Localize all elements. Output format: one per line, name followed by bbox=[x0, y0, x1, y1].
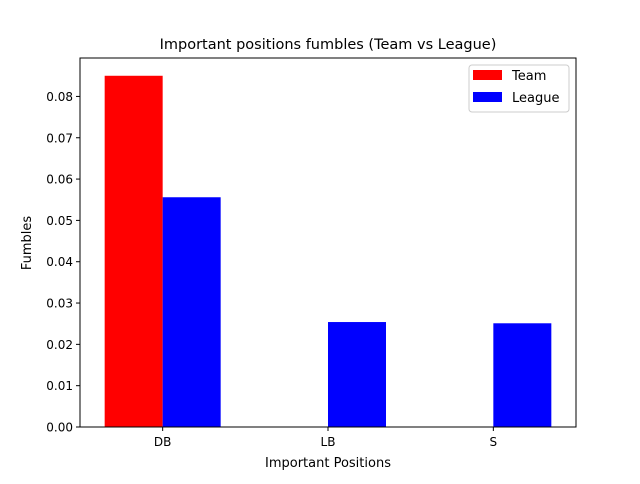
chart-title: Important positions fumbles (Team vs Lea… bbox=[160, 37, 497, 53]
legend-swatch-league bbox=[473, 92, 502, 102]
bar-team-db bbox=[104, 75, 163, 428]
x-tick-label: DB bbox=[154, 435, 171, 449]
y-tick-label: 0.02 bbox=[46, 338, 73, 352]
y-tick-label: 0.00 bbox=[46, 421, 73, 435]
y-tick-label: 0.07 bbox=[46, 131, 73, 145]
y-tick-label: 0.06 bbox=[46, 173, 73, 187]
y-tick-label: 0.08 bbox=[46, 90, 73, 104]
plot-area bbox=[104, 75, 552, 428]
y-tick-label: 0.05 bbox=[46, 214, 73, 228]
y-axis: 0.00 0.01 0.02 0.03 0.04 0.05 0.06 0.07 0.08 bbox=[46, 90, 80, 435]
bar-league-db bbox=[162, 197, 221, 427]
bar-league-lb bbox=[328, 322, 386, 427]
x-axis-label: Important Positions bbox=[265, 456, 391, 471]
legend-swatch-team bbox=[473, 70, 502, 80]
legend-label-team: Team bbox=[511, 69, 546, 84]
legend-label-league: League bbox=[512, 91, 559, 106]
legend: Team League bbox=[468, 64, 570, 113]
y-tick-label: 0.01 bbox=[46, 379, 73, 393]
x-axis: DB LB S bbox=[154, 427, 497, 449]
y-axis-label: Fumbles bbox=[20, 216, 35, 271]
y-tick-label: 0.03 bbox=[46, 297, 73, 311]
x-tick-label: S bbox=[490, 435, 498, 449]
bar-league-s bbox=[493, 323, 552, 427]
plot-frame bbox=[79, 57, 577, 428]
y-tick-label: 0.04 bbox=[46, 255, 73, 269]
x-tick-label: LB bbox=[321, 435, 336, 449]
